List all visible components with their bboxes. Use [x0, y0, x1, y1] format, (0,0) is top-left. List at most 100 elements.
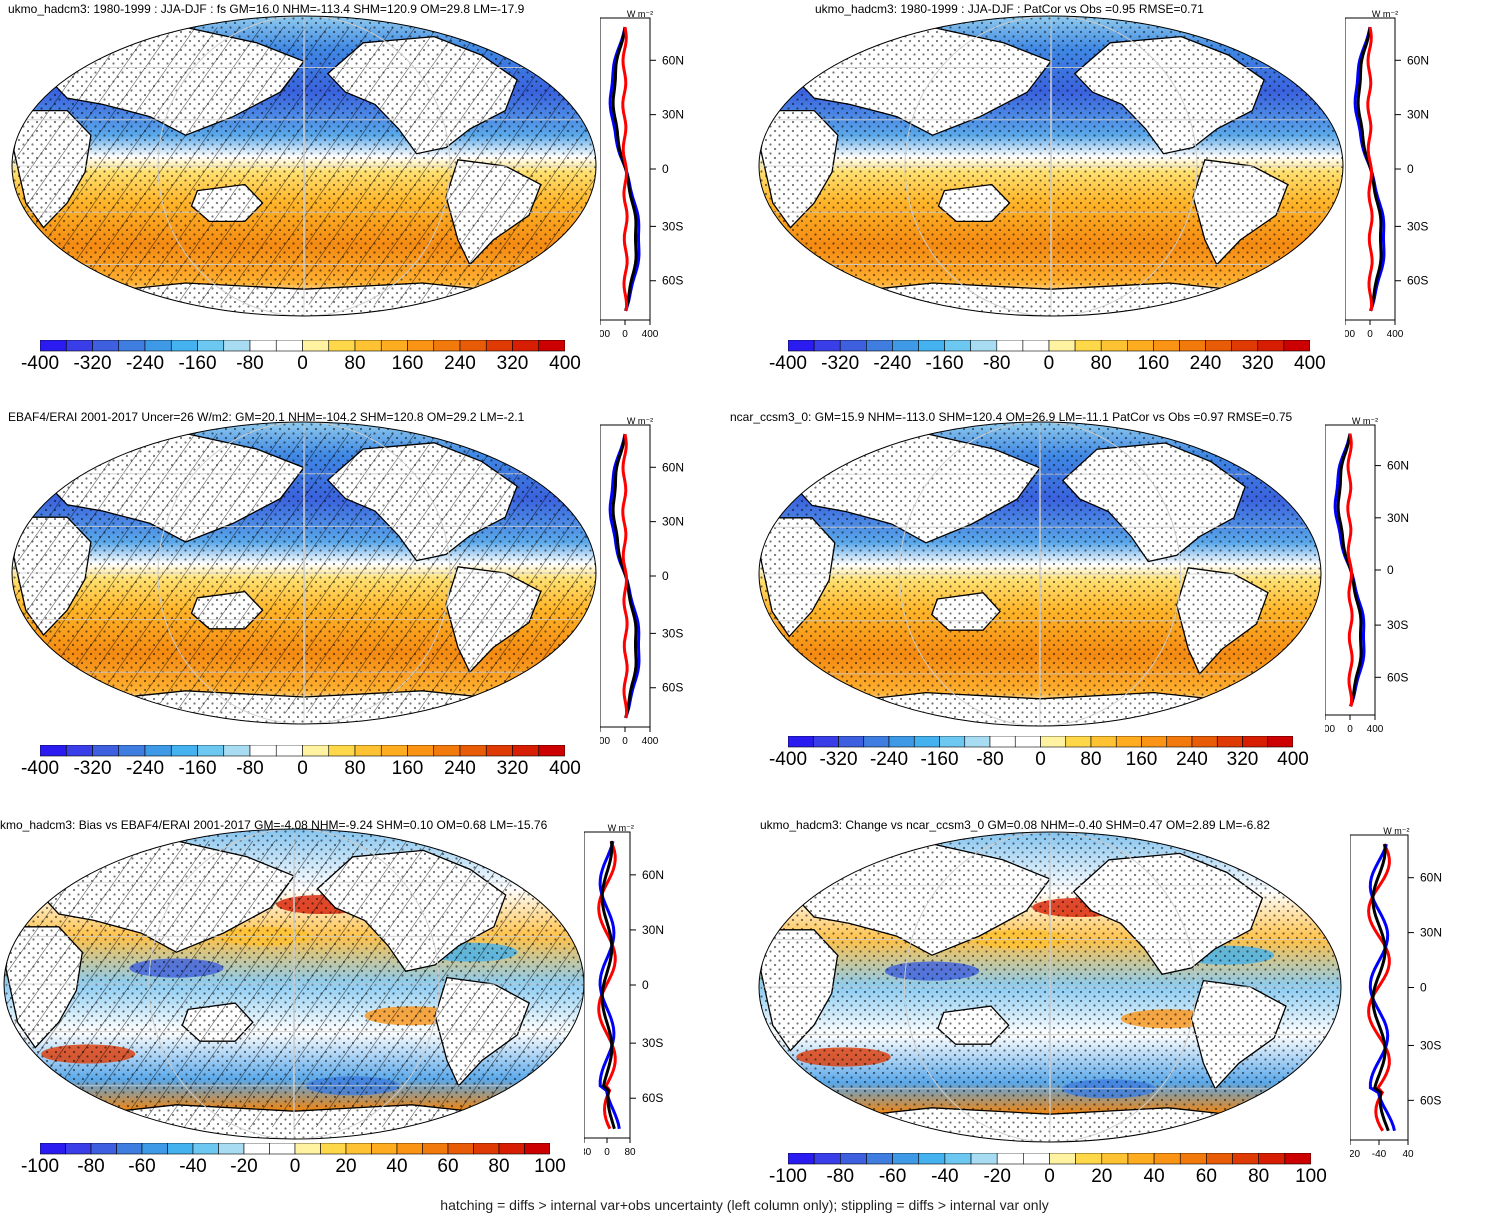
profile-line-blue [1368, 843, 1396, 1132]
colorbar-swatch [320, 1143, 347, 1155]
colorbar-tick-label: -240 [873, 353, 912, 374]
colorbar-swatch [40, 340, 67, 352]
colorbar-swatch [90, 1143, 117, 1155]
colorbar-swatch [407, 340, 435, 352]
colorbar-tick-label: 80 [488, 1156, 510, 1177]
colorbar-swatch [197, 745, 225, 757]
profile-x-tick-label: 0 [604, 1147, 610, 1158]
latitude-tick-label: 0 [662, 569, 669, 583]
colorbar-tick-label: 240 [444, 758, 476, 779]
colorbar-tick-label: -60 [878, 1166, 907, 1187]
colorbar-tick-label: 160 [391, 353, 424, 374]
colorbar-tick-label: 240 [1176, 749, 1208, 770]
colorbar-swatch [1048, 340, 1076, 352]
profile-x-tick-label: 0 [622, 736, 628, 747]
world-map [758, 421, 1322, 727]
panel-title: kmo_hadcm3: Bias vs EBAF4/ERAI 2001-2017… [0, 818, 548, 832]
colorbar-tick-label: 320 [1241, 353, 1274, 374]
colorbar-swatch [380, 340, 408, 352]
colorbar-tick-label: 400 [1277, 749, 1309, 770]
colorbar-labels: -400 -320 -240 -160 -80 0 80 160 240 320 400 [14, 758, 592, 780]
colorbar-tick-label: -400 [768, 353, 807, 374]
latitude-tick-label: 30S [662, 219, 683, 233]
colorbar-swatch [918, 340, 945, 352]
colorbar-swatch [118, 745, 146, 757]
colorbar-swatch [892, 1153, 920, 1165]
colorbar-swatch [485, 340, 513, 352]
colorbar-tick-label: -160 [178, 758, 217, 779]
latitude-tick-label: 30S [1387, 618, 1408, 632]
colorbar-swatch [788, 736, 814, 748]
profile-line-red [621, 26, 629, 312]
colorbar-tick-label: 60 [1195, 1166, 1217, 1187]
latitude-tick-label: 60S [642, 1091, 663, 1105]
latitude-tick-label: 0 [1387, 563, 1394, 577]
colorbar-tick-label: -80 [826, 1166, 855, 1187]
colorbar-tick-label: -320 [821, 353, 860, 374]
colorbar-tick-label: 400 [1294, 353, 1326, 374]
colorbar-swatch [92, 745, 120, 757]
profile-unit: W m⁻² [608, 823, 634, 833]
colorbar-labels: -100 -80 -60 -40 -20 0 20 40 60 80 100 [15, 1156, 576, 1178]
world-map [758, 831, 1342, 1143]
world-map [11, 15, 597, 317]
profile-unit: W m⁻² [1372, 9, 1398, 19]
colorbar-labels: -100 -80 -60 -40 -20 0 20 40 60 80 100 [762, 1166, 1337, 1188]
colorbar-swatch [40, 745, 67, 757]
colorbar-swatch [866, 340, 893, 352]
colorbar-swatch [1090, 736, 1117, 748]
colorbar-swatch [918, 1153, 946, 1165]
colorbar-swatch [65, 340, 93, 352]
colorbar-swatch [1257, 340, 1285, 352]
world-map [758, 15, 1344, 317]
colorbar-swatch [294, 1143, 321, 1155]
colorbar-tick-label: 40 [386, 1156, 408, 1177]
colorbar-swatch [447, 1143, 474, 1155]
colorbar-tick-label: 0 [297, 758, 308, 779]
colorbar-tick-label: -100 [20, 1156, 60, 1177]
profile-unit: W m⁻² [627, 9, 653, 19]
colorbar-swatch [328, 340, 356, 352]
zonal-mean-profile: W m⁻² 60N 30N 0 30S 60S -400 0 400 [600, 416, 684, 747]
profile-line-red [1367, 843, 1391, 1132]
colorbar-swatch [1216, 736, 1243, 748]
colorbar-swatch [1100, 340, 1128, 352]
latitude-tick-label: 30S [1420, 1038, 1441, 1052]
colorbar-tick-label: 0 [289, 1156, 301, 1177]
colorbar-tick-label: 400 [549, 758, 581, 779]
colorbar-tick-label: 20 [335, 1156, 357, 1177]
profile-x-tick-label: 400 [642, 736, 659, 747]
colorbar-swatch [1126, 340, 1154, 352]
colorbar-tick-label: -20 [230, 1156, 258, 1177]
profile-line-red [1366, 26, 1374, 312]
colorbar-labels: -400 -320 -240 -160 -80 0 80 160 240 320 400 [14, 353, 592, 375]
colorbar-tick-label: 320 [496, 353, 529, 374]
colorbar-swatch [1166, 736, 1193, 748]
colorbar-swatch [1065, 736, 1092, 748]
colorbar-tick-label: 60 [437, 1156, 459, 1177]
latitude-tick-label: 60S [662, 274, 683, 288]
colorbar-swatch [892, 340, 919, 352]
profile-x-tick-label: -400 [600, 736, 610, 747]
panel-title: ncar_ccsm3_0: GM=15.9 NHM=-113.0 SHM=120… [730, 410, 1293, 424]
colorbar-tick-label: 80 [1090, 353, 1112, 374]
latitude-tick-label: 60N [642, 868, 664, 882]
colorbar-tick-label: -40 [179, 1156, 207, 1177]
latitude-tick-label: 30S [1407, 219, 1428, 233]
colorbar-swatch [1023, 1153, 1050, 1165]
colorbar-tick-label: 20 [1091, 1166, 1113, 1187]
colorbar-swatch [1179, 1153, 1207, 1165]
colorbar-tick-label: 400 [549, 353, 581, 374]
colorbar-swatch [167, 1143, 194, 1155]
colorbar-swatch [354, 745, 382, 757]
colorbar-swatch [1141, 736, 1168, 748]
colorbar-swatch [485, 745, 513, 757]
colorbar-swatch [118, 340, 146, 352]
colorbar-swatch [396, 1143, 423, 1155]
colorbar-swatch [92, 340, 120, 352]
colorbar-swatch [944, 340, 972, 352]
colorbar-swatch [839, 1153, 867, 1165]
colorbar-swatch [838, 736, 865, 748]
colorbar-swatch [1267, 736, 1293, 748]
panel-title: ukmo_hadcm3: Change vs ncar_ccsm3_0 GM=0… [760, 818, 1270, 832]
